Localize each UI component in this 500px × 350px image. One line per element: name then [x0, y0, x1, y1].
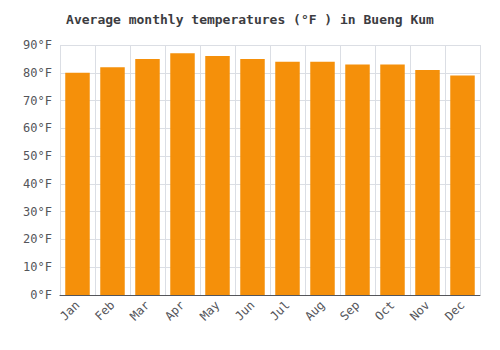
svg-text:10°F: 10°F: [23, 260, 52, 274]
svg-text:90°F: 90°F: [23, 38, 52, 52]
svg-text:30°F: 30°F: [23, 205, 52, 219]
svg-text:20°F: 20°F: [23, 232, 52, 246]
svg-text:50°F: 50°F: [23, 149, 52, 163]
svg-text:Sep: Sep: [337, 298, 362, 323]
svg-text:Oct: Oct: [372, 298, 397, 323]
svg-text:70°F: 70°F: [23, 94, 52, 108]
svg-text:Nov: Nov: [407, 298, 432, 323]
svg-text:Aug: Aug: [302, 298, 327, 323]
svg-text:Jul: Jul: [267, 298, 292, 323]
svg-text:0°F: 0°F: [30, 288, 52, 302]
svg-text:Jun: Jun: [232, 298, 257, 323]
svg-text:Mar: Mar: [127, 298, 152, 323]
svg-text:Jan: Jan: [57, 298, 82, 323]
svg-text:Apr: Apr: [162, 298, 187, 323]
svg-text:40°F: 40°F: [23, 177, 52, 191]
svg-text:May: May: [197, 298, 222, 323]
svg-text:60°F: 60°F: [23, 121, 52, 135]
svg-text:Average monthly temperatures (: Average monthly temperatures (°F ) in Bu…: [66, 12, 434, 27]
svg-text:80°F: 80°F: [23, 66, 52, 80]
svg-text:Dec: Dec: [442, 298, 467, 323]
svg-text:Feb: Feb: [92, 298, 117, 323]
